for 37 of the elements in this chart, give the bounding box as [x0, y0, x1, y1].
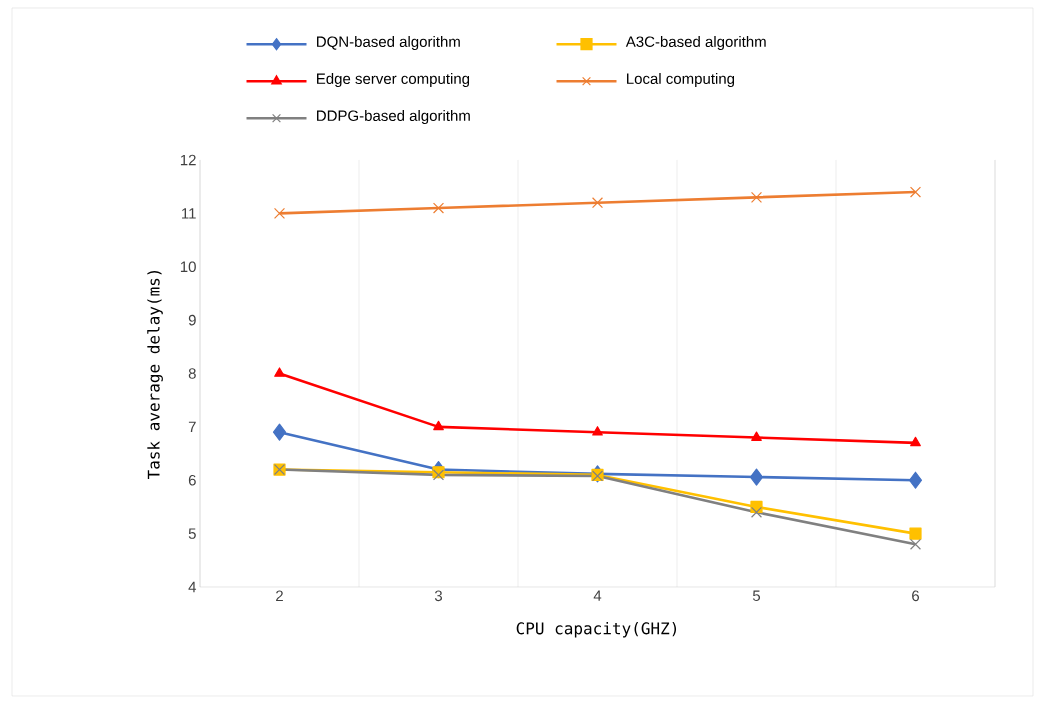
point	[750, 506, 763, 518]
x-tick-label: 2	[276, 590, 283, 601]
y-tick-label: 4	[188, 581, 197, 593]
point	[433, 420, 444, 431]
y-tick-label: 7	[188, 421, 196, 433]
x-tick-label: 3	[434, 590, 443, 602]
point	[273, 207, 286, 219]
point	[432, 202, 445, 214]
point	[592, 426, 603, 436]
x-tick-label: 5	[752, 590, 761, 601]
y-tick-label: 9	[188, 314, 196, 326]
y-tick-label: 5	[188, 528, 196, 539]
legend-label: Edge server computing	[317, 73, 470, 87]
y-tick-label: 12	[180, 154, 196, 166]
x-tick-label: 6	[912, 590, 920, 602]
legend-label: A3C-based algorithm	[625, 36, 766, 50]
point	[272, 423, 287, 441]
x-tick-label: 4	[593, 590, 602, 601]
x-axis-title: CPU capacity(GHZ)	[516, 622, 677, 638]
point	[751, 431, 762, 441]
point	[749, 468, 764, 486]
y-tick-label: 8	[188, 368, 196, 379]
point	[910, 436, 921, 447]
y-axis-title: Task average delay(ms)	[147, 270, 163, 480]
point	[750, 191, 763, 203]
y-tick-label: 11	[182, 208, 196, 219]
point	[909, 527, 922, 540]
point	[909, 186, 922, 198]
point	[909, 538, 922, 550]
point	[908, 471, 923, 489]
y-tick-label: 10	[180, 261, 196, 273]
legend-label: DDPG-based algorithm	[317, 110, 470, 124]
y-tick-label: 6	[188, 474, 196, 486]
legend-label: Local computing	[627, 73, 735, 87]
point	[591, 197, 604, 209]
legend-label: DQN-based algorithm	[317, 36, 460, 50]
point	[274, 367, 285, 377]
